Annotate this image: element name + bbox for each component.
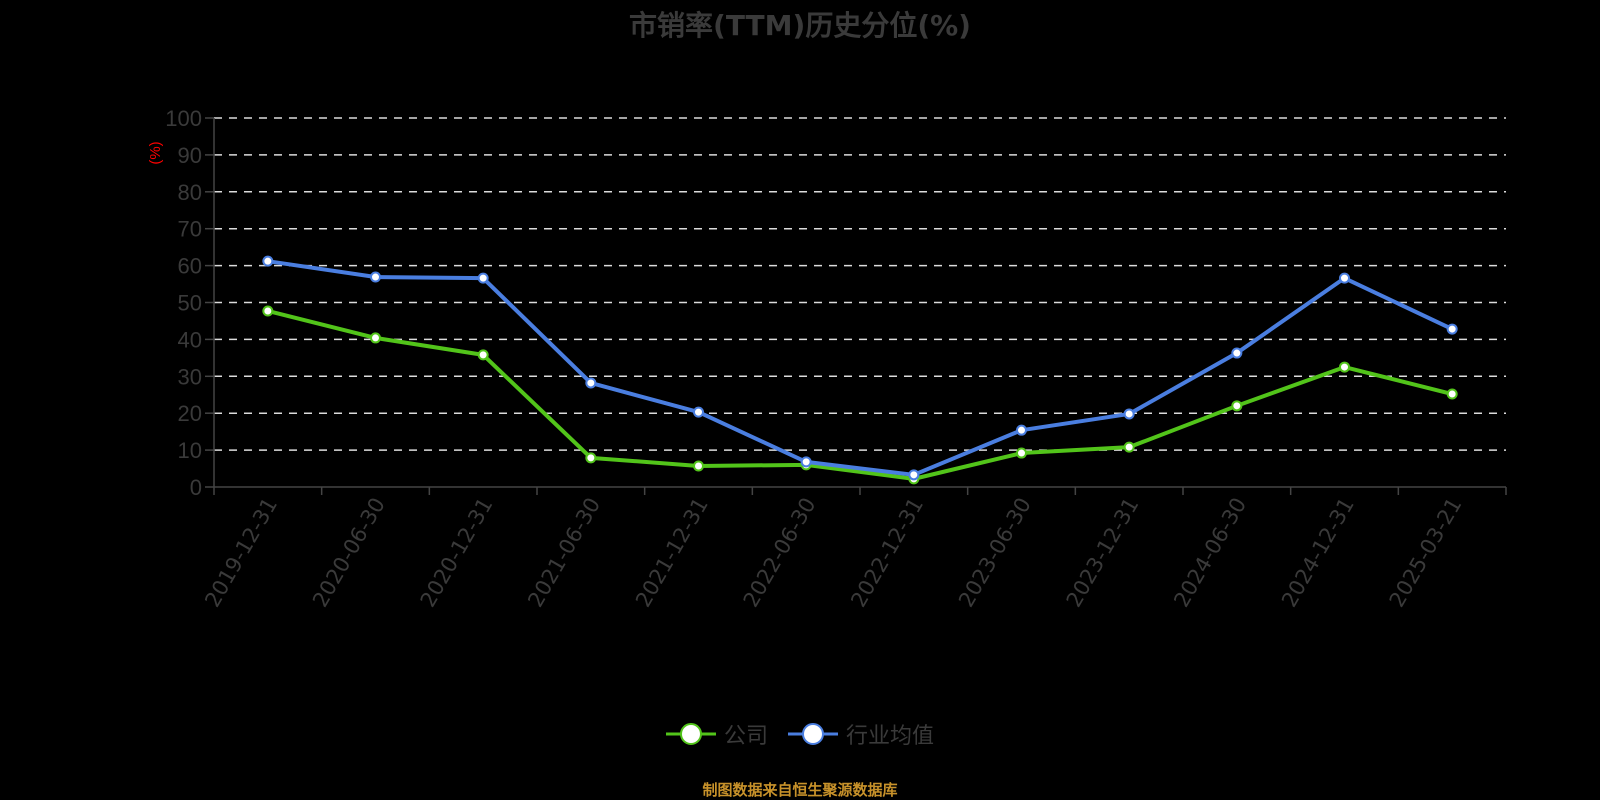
- y-tick-label: 60: [178, 254, 202, 279]
- legend-label: 公司: [723, 724, 768, 749]
- y-axis-unit: (%): [147, 141, 164, 164]
- data-point[interactable]: 行业均值 2020-12-31: 56.6: [477, 272, 489, 284]
- y-tick-label: 40: [178, 327, 202, 352]
- y-tick-label: 50: [178, 291, 202, 316]
- data-point[interactable]: 行业均值 2019-12-31: 61.2: [262, 255, 274, 267]
- y-tick-label: 10: [178, 438, 202, 463]
- x-tick-label: 2024-06-30: [1169, 494, 1251, 612]
- data-point[interactable]: 公司 2023-12-31: 10.8: [1123, 441, 1135, 453]
- legend-item-industry-average[interactable]: 行业均值: [788, 718, 934, 750]
- legend-line-marker-icon: [788, 723, 838, 745]
- chart-title: 市销率(TTM)历史分位(%): [629, 9, 971, 42]
- data-point[interactable]: 公司 2019-12-31: 47.7: [262, 305, 274, 317]
- legend-item-company[interactable]: 公司: [665, 718, 768, 750]
- series-公司: 公司 2019-12-31: 47.7 公司 2020-06-30: 40.4 公司…: [262, 305, 1458, 485]
- data-point[interactable]: 公司 2020-12-31: 35.8: [477, 349, 489, 361]
- x-tick-label: 2021-06-30: [523, 494, 605, 612]
- data-point[interactable]: 公司 2024-06-30: 22: [1231, 400, 1243, 412]
- x-tick-label: 2022-06-30: [739, 494, 821, 612]
- data-point[interactable]: 行业均值 2022-06-30: 6.8: [800, 456, 812, 468]
- data-source-note: 制图数据来自恒生聚源数据库: [702, 781, 898, 799]
- data-point[interactable]: 公司 2025-03-21: 25.2: [1446, 388, 1458, 400]
- data-point[interactable]: 公司 2024-12-31: 32.5: [1339, 361, 1350, 373]
- x-tick-label: 2021-12-31: [631, 494, 713, 612]
- y-tick-label: 80: [178, 180, 202, 205]
- legend-label: 行业均值: [846, 724, 935, 749]
- x-tick-label: 2020-06-30: [308, 494, 390, 612]
- x-tick-label: 2022-12-31: [846, 494, 928, 612]
- legend-line-marker-icon: [665, 723, 716, 745]
- y-tick-label: 0: [190, 475, 202, 500]
- x-tick-label: 2024-12-31: [1277, 494, 1359, 612]
- data-point[interactable]: 行业均值 2022-12-31: 3.3: [908, 469, 920, 481]
- data-point[interactable]: 行业均值 2024-06-30: 36.3: [1231, 347, 1243, 359]
- data-point[interactable]: 行业均值 2021-12-31: 20.3: [693, 406, 704, 418]
- x-tick-label: 2023-12-31: [1062, 494, 1144, 612]
- data-point[interactable]: 行业均值 2025-03-21: 42.8: [1446, 323, 1458, 335]
- x-tick-label: 2020-12-31: [416, 494, 498, 612]
- y-tick-label: 90: [178, 143, 202, 168]
- y-tick-label: 30: [178, 364, 202, 389]
- y-tick-label: 20: [178, 401, 202, 426]
- data-point[interactable]: 行业均值 2020-06-30: 56.9: [370, 271, 381, 283]
- series-行业均值: 行业均值 2019-12-31: 61.2 行业均值 2020-06-30: 56…: [262, 255, 1458, 481]
- data-point[interactable]: 公司 2020-06-30: 40.4: [370, 332, 381, 344]
- y-tick-label: 100: [165, 106, 202, 131]
- data-point[interactable]: 公司 2021-12-31: 5.7: [693, 460, 704, 472]
- legend: 公司 行业均值: [0, 718, 1600, 750]
- data-point[interactable]: 行业均值 2023-06-30: 15.4: [1016, 424, 1027, 436]
- data-point[interactable]: 公司 2023-06-30: 9.2: [1016, 447, 1027, 459]
- data-point[interactable]: 行业均值 2023-12-31: 19.8: [1123, 408, 1135, 420]
- data-point[interactable]: 行业均值 2021-06-30: 28.2: [585, 377, 597, 389]
- data-point[interactable]: 行业均值 2024-12-31: 56.6: [1339, 272, 1350, 284]
- y-tick-label: 70: [178, 217, 202, 242]
- x-tick-label: 2019-12-31: [200, 494, 282, 612]
- data-point[interactable]: 公司 2021-06-30: 7.9: [585, 452, 597, 464]
- line-chart: 0 10 20 30 40 50 60 70 80 90 100(%) 2019-12-31 2020-…: [147, 106, 1507, 612]
- x-tick-label: 2025-03-21: [1385, 494, 1467, 612]
- x-tick-label: 2023-06-30: [954, 494, 1036, 612]
